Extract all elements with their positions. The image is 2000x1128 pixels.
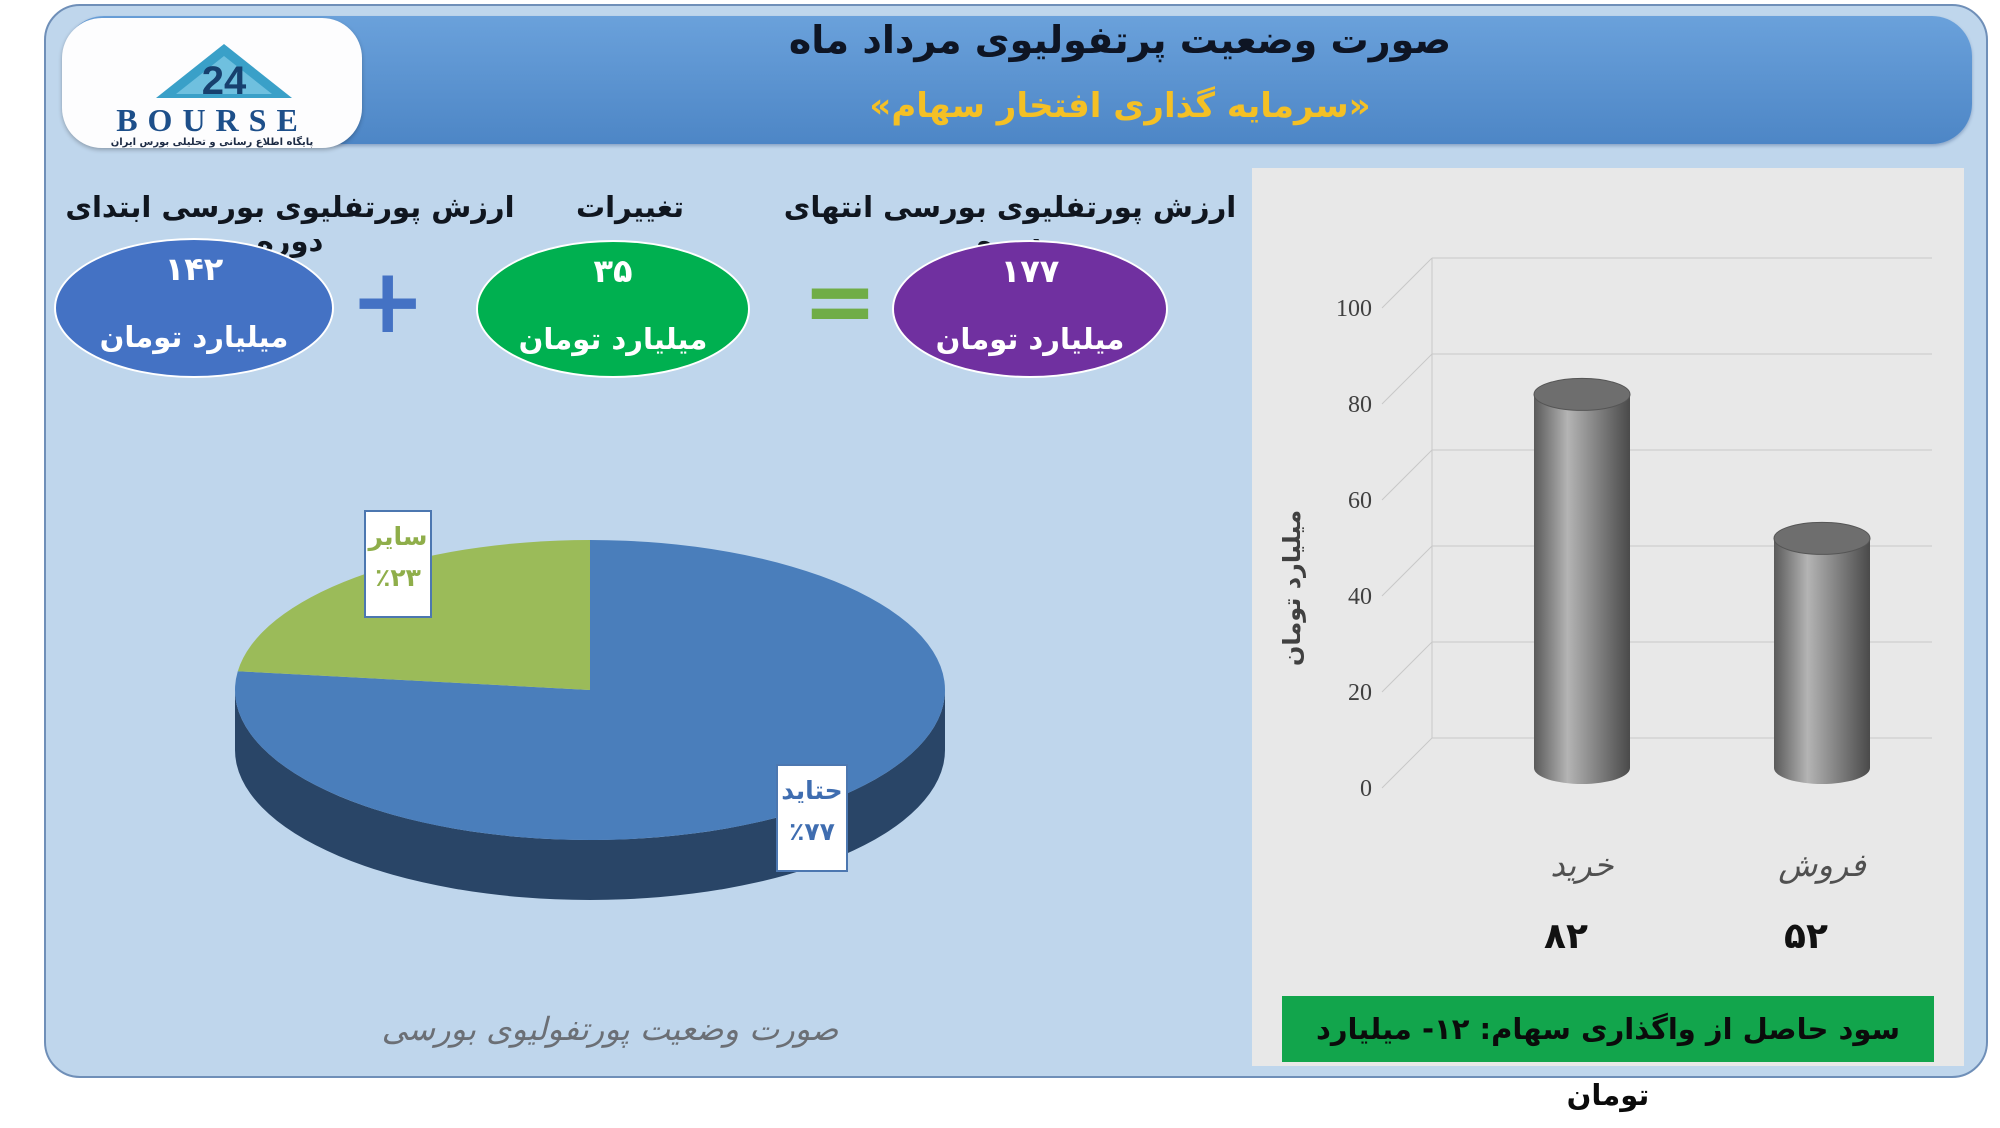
- bar-1: [1773, 521, 1871, 784]
- gridline-side: [1381, 641, 1433, 693]
- page-subtitle: «سرمایه گذاری افتخار سهام»: [869, 86, 1371, 126]
- end-value-unit: میلیارد تومان: [935, 322, 1125, 356]
- logo-mark-icon: 24: [156, 44, 292, 103]
- bourse-logo: 24 BOURSE پایگاه اطلاع رسانی و تحلیلی بو…: [62, 18, 362, 148]
- bar-value-label: ۵۲: [1784, 916, 1828, 957]
- svg-text:24: 24: [202, 59, 247, 103]
- pie-label-other: سایر: [368, 522, 428, 551]
- end-value-bubble: ۱۷۷ میلیارد تومان: [892, 240, 1168, 378]
- logo-text: BOURSE: [116, 102, 308, 138]
- start-value-bubble: ۱۴۲ میلیارد تومان: [54, 238, 334, 378]
- pie-value-main: ٪۷۷: [789, 817, 835, 846]
- change-value-bubble: ۳۵ میلیارد تومان: [476, 240, 750, 378]
- change-value-unit: میلیارد تومان: [518, 322, 708, 356]
- change-value: ۳۵: [593, 252, 633, 290]
- gridline-side: [1381, 257, 1433, 309]
- sale-profit-banner: سود حاصل از واگذاری سهام: ۱۲- میلیارد تو…: [1282, 996, 1934, 1112]
- y-tick-label: 40: [1348, 584, 1372, 610]
- gridline-side: [1381, 449, 1433, 501]
- y-tick-label: 100: [1336, 296, 1372, 322]
- gridline-side: [1381, 353, 1433, 405]
- header-banner: [64, 16, 1972, 144]
- bar-value-label: ۸۲: [1544, 916, 1588, 957]
- x-category-label: فروش: [1778, 846, 1866, 884]
- y-tick-label: 20: [1348, 680, 1372, 706]
- change-label: تغییرات: [575, 190, 685, 224]
- y-tick-label: 80: [1348, 392, 1372, 418]
- y-axis-title: میلیارد تومان: [1278, 510, 1306, 666]
- page-title: صورت وضعیت پرتفولیوی مرداد ماه: [788, 18, 1452, 62]
- plus-sign: +: [350, 249, 426, 354]
- bar-0: [1533, 377, 1631, 784]
- gridline-side: [1381, 545, 1433, 597]
- y-tick-label: 0: [1360, 776, 1372, 802]
- start-value: ۱۴۲: [164, 250, 224, 288]
- pie-value-other: ٪۲۳: [375, 563, 421, 592]
- end-value: ۱۷۷: [1000, 252, 1060, 290]
- pie-side-0: [235, 690, 945, 900]
- x-category-label: خرید: [1550, 846, 1613, 884]
- pie-callout-main: حتاید ٪۷۷: [776, 764, 848, 872]
- pie-label-main: حتاید: [781, 776, 843, 805]
- gridline-side: [1381, 737, 1433, 789]
- start-value-unit: میلیارد تومان: [99, 320, 289, 354]
- bar-chart: 0 20 40 60 80 100 میلیارد تومان خرید ۸۲ فروش ۵۲: [1278, 257, 1932, 957]
- logo-caption: پایگاه اطلاع رسانی و تحلیلی بورس ایران: [110, 137, 314, 148]
- start-value-label: ارزش پورتفلیوی بورسی ابتدای دوره: [65, 190, 515, 258]
- pie-callout-other: سایر ٪۲۳: [364, 510, 432, 618]
- pie-chart-title: صورت وضعیت پورتفولیوی بورسی: [381, 1010, 839, 1048]
- equals-sign: =: [802, 249, 878, 354]
- pie-chart: [235, 540, 945, 900]
- y-tick-label: 60: [1348, 488, 1372, 514]
